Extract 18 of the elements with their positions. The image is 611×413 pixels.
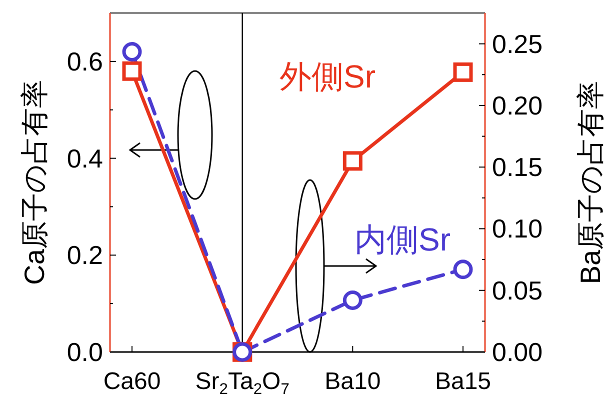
y-tick-label: 0.6 [66, 46, 103, 76]
x-tick-label: Ba15 [434, 368, 492, 395]
y-axis-title: Ca原子の占有率 [19, 80, 50, 285]
x-tick-label: Sr$_{2}$Ta$_{2}$O$_{7}$ [195, 368, 290, 398]
y-tick-label: 0.4 [66, 143, 103, 174]
y2-tick-label: 0.05 [492, 275, 543, 306]
series-label: 内側Sr [354, 221, 451, 258]
y2-tick-label: 0.25 [492, 28, 543, 59]
y2-tick-label: 0.15 [492, 152, 543, 182]
y2-tick-label: 0.20 [492, 90, 543, 120]
series-label: 外側Sr [280, 58, 376, 95]
y2-axis-title: Ba原子の占有率 [575, 80, 606, 284]
x-tick-label: Ba10 [324, 368, 381, 395]
y-tick-label: 0.0 [66, 337, 103, 367]
y2-tick-label: 0.10 [492, 214, 543, 244]
x-tick-label: Ca60 [103, 368, 161, 395]
y-tick-label: 0.2 [66, 240, 103, 270]
y2-tick-label: 0.00 [492, 337, 543, 367]
